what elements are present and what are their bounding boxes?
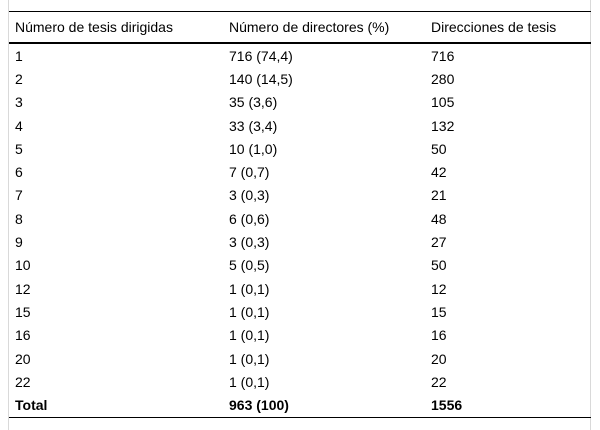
- table-row: 16 1 (0,1) 16: [9, 324, 591, 347]
- table-cell: 2: [15, 70, 23, 87]
- table-cell: 50: [431, 257, 447, 274]
- table-row: 20 1 (0,1) 20: [9, 347, 591, 370]
- table-cell: 1 (0,1): [229, 373, 270, 390]
- table-cell: 10: [15, 257, 31, 274]
- table-cell: 50: [431, 140, 447, 157]
- table-cell: 6: [15, 164, 23, 181]
- table-cell: 33 (3,4): [229, 117, 278, 134]
- table-cell: 7 (0,7): [229, 164, 270, 181]
- table-cell: 22: [15, 373, 31, 390]
- table-row: 9 3 (0,3) 27: [9, 230, 591, 253]
- column-header-numero-directores: Número de directores (%): [229, 11, 431, 44]
- table-cell: 105: [431, 94, 455, 111]
- table-cell: 1: [15, 47, 23, 64]
- thesis-distribution-table: Número de tesis dirigidas Número de dire…: [9, 11, 591, 418]
- table-row: 12 1 (0,1) 12: [9, 277, 591, 300]
- table-cell: 6 (0,6): [229, 210, 270, 227]
- table-cell: 10 (1,0): [229, 140, 278, 157]
- table-cell: 20: [15, 350, 31, 367]
- table-cell: 716: [431, 47, 455, 64]
- table-cell: 132: [431, 117, 455, 134]
- table-cell: 20: [431, 350, 447, 367]
- table-cell: 1 (0,1): [229, 350, 270, 367]
- table-body: 1 716 (74,4) 716 2 140 (14,5) 280 3 35 (3,6) 105…: [9, 43, 591, 393]
- total-directores-cell: 963 (100): [229, 397, 289, 414]
- table-header: Número de tesis dirigidas Número de dire…: [9, 11, 591, 44]
- table-cell: 27: [431, 234, 447, 251]
- table-cell: 22: [431, 373, 447, 390]
- total-label-cell: Total: [15, 397, 48, 414]
- table-row: 3 35 (3,6) 105: [9, 91, 591, 114]
- table-cell: 21: [431, 187, 447, 204]
- table-cell: 3: [15, 94, 23, 111]
- table-cell: 15: [431, 303, 447, 320]
- column-header-numero-tesis-dirigidas: Número de tesis dirigidas: [9, 11, 229, 44]
- table-cell: 35 (3,6): [229, 94, 278, 111]
- table-row: 8 6 (0,6) 48: [9, 207, 591, 230]
- table-cell: 42: [431, 164, 447, 181]
- table-cell: 280: [431, 70, 455, 87]
- table-cell: 1 (0,1): [229, 327, 270, 344]
- table-cell: 4: [15, 117, 23, 134]
- thesis-table-figure: Número de tesis dirigidas Número de dire…: [8, 0, 591, 430]
- table-cell: 9: [15, 234, 23, 251]
- table-row: 5 10 (1,0) 50: [9, 137, 591, 160]
- table-cell: 48: [431, 210, 447, 227]
- table-cell: 5 (0,5): [229, 257, 270, 274]
- table-cell: 1 (0,1): [229, 280, 270, 297]
- table-cell: 140 (14,5): [229, 70, 293, 87]
- table-row: 6 7 (0,7) 42: [9, 160, 591, 183]
- table-row: 10 5 (0,5) 50: [9, 254, 591, 277]
- table-footer: Total 963 (100) 1556: [9, 393, 591, 417]
- table-row: 7 3 (0,3) 21: [9, 184, 591, 207]
- table-cell: 15: [15, 303, 31, 320]
- table-cell: 5: [15, 140, 23, 157]
- table-cell: 7: [15, 187, 23, 204]
- table-cell: 716 (74,4): [229, 47, 293, 64]
- table-row: 15 1 (0,1) 15: [9, 300, 591, 323]
- table-row: 4 33 (3,4) 132: [9, 114, 591, 137]
- total-direcciones-cell: 1556: [431, 397, 463, 414]
- table-row: 2 140 (14,5) 280: [9, 67, 591, 90]
- table-row: 1 716 (74,4) 716: [9, 43, 591, 67]
- table-total-row: Total 963 (100) 1556: [9, 393, 591, 417]
- table-cell: 12: [431, 280, 447, 297]
- table-cell: 12: [15, 280, 31, 297]
- table-cell: 3 (0,3): [229, 187, 270, 204]
- column-header-direcciones-tesis: Direcciones de tesis: [431, 11, 591, 44]
- table-cell: 1 (0,1): [229, 303, 270, 320]
- table-cell: 3 (0,3): [229, 234, 270, 251]
- table-row: 22 1 (0,1) 22: [9, 370, 591, 393]
- table-header-row: Número de tesis dirigidas Número de dire…: [9, 11, 591, 44]
- table-cell: 16: [15, 327, 31, 344]
- table-cell: 16: [431, 327, 447, 344]
- table-cell: 8: [15, 210, 23, 227]
